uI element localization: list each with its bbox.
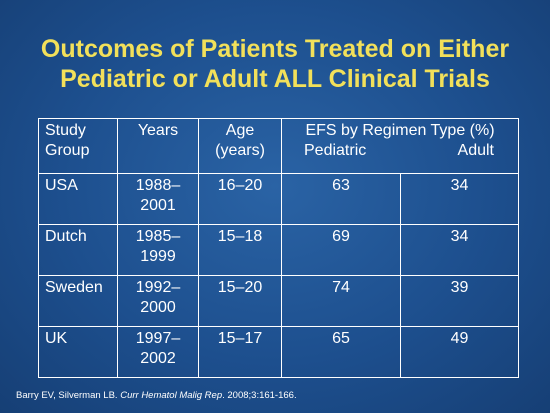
cell-group: UK [38,326,118,378]
cell-adult: 49 [400,326,519,378]
header-pediatric: Pediatric [304,142,367,159]
cell-years-end: 2002 [140,350,176,367]
cell-age: 15–18 [198,224,282,276]
cell-years-end: 2001 [140,197,176,214]
header-efs-label: EFS by Regimen Type (%) [305,122,495,139]
table-row: UK 1997– 2002 15–17 65 49 [38,326,519,378]
cell-age: 15–20 [198,275,282,327]
table-header-row: Study Group Years Age (years) EFS by Reg… [38,118,519,174]
slide-title: Outcomes of Patients Treated on Either P… [0,34,550,94]
header-efs: EFS by Regimen Type (%) Pediatric Adult [281,118,519,174]
cell-group: Sweden [38,275,118,327]
cell-years-start: 1985– [135,228,181,245]
cell-years: 1997– 2002 [117,326,199,378]
header-study-group: Study Group [38,118,118,174]
cell-years-end: 2000 [140,299,176,316]
citation-journal: Curr Hematol Malig Rep [120,390,223,401]
cell-pediatric: 69 [281,224,401,276]
slide-title-line-1: Outcomes of Patients Treated on Either [40,35,510,63]
cell-years: 1985– 1999 [117,224,199,276]
cell-pediatric: 65 [281,326,401,378]
cell-years: 1988– 2001 [117,173,199,225]
citation-details: . 2008;3:161-166. [222,390,297,401]
table-row: Sweden 1992– 2000 15–20 74 39 [38,275,519,327]
header-adult: Adult [457,142,494,159]
cell-adult: 34 [400,224,519,276]
header-age: Age (years) [198,118,282,174]
cell-years-start: 1997– [135,330,181,347]
cell-pediatric: 63 [281,173,401,225]
cell-adult: 34 [400,173,519,225]
cell-pediatric: 74 [281,275,401,327]
citation-authors: Barry EV, Silverman LB. [16,390,118,401]
table-row: USA 1988– 2001 16–20 63 34 [38,173,519,225]
cell-group: USA [38,173,118,225]
slide-title-line-2: Pediatric or Adult ALL Clinical Trials [60,65,490,93]
citation: Barry EV, Silverman LB. Curr Hematol Mal… [16,390,297,401]
table-row: Dutch 1985– 1999 15–18 69 34 [38,224,519,276]
outcomes-table: Study Group Years Age (years) EFS by Reg… [38,118,519,378]
cell-years-start: 1992– [135,279,181,296]
cell-age: 15–17 [198,326,282,378]
cell-adult: 39 [400,275,519,327]
cell-years: 1992– 2000 [117,275,199,327]
cell-age: 16–20 [198,173,282,225]
header-years: Years [117,118,199,174]
cell-years-end: 1999 [140,248,176,265]
cell-group: Dutch [38,224,118,276]
cell-years-start: 1988– [135,177,181,194]
